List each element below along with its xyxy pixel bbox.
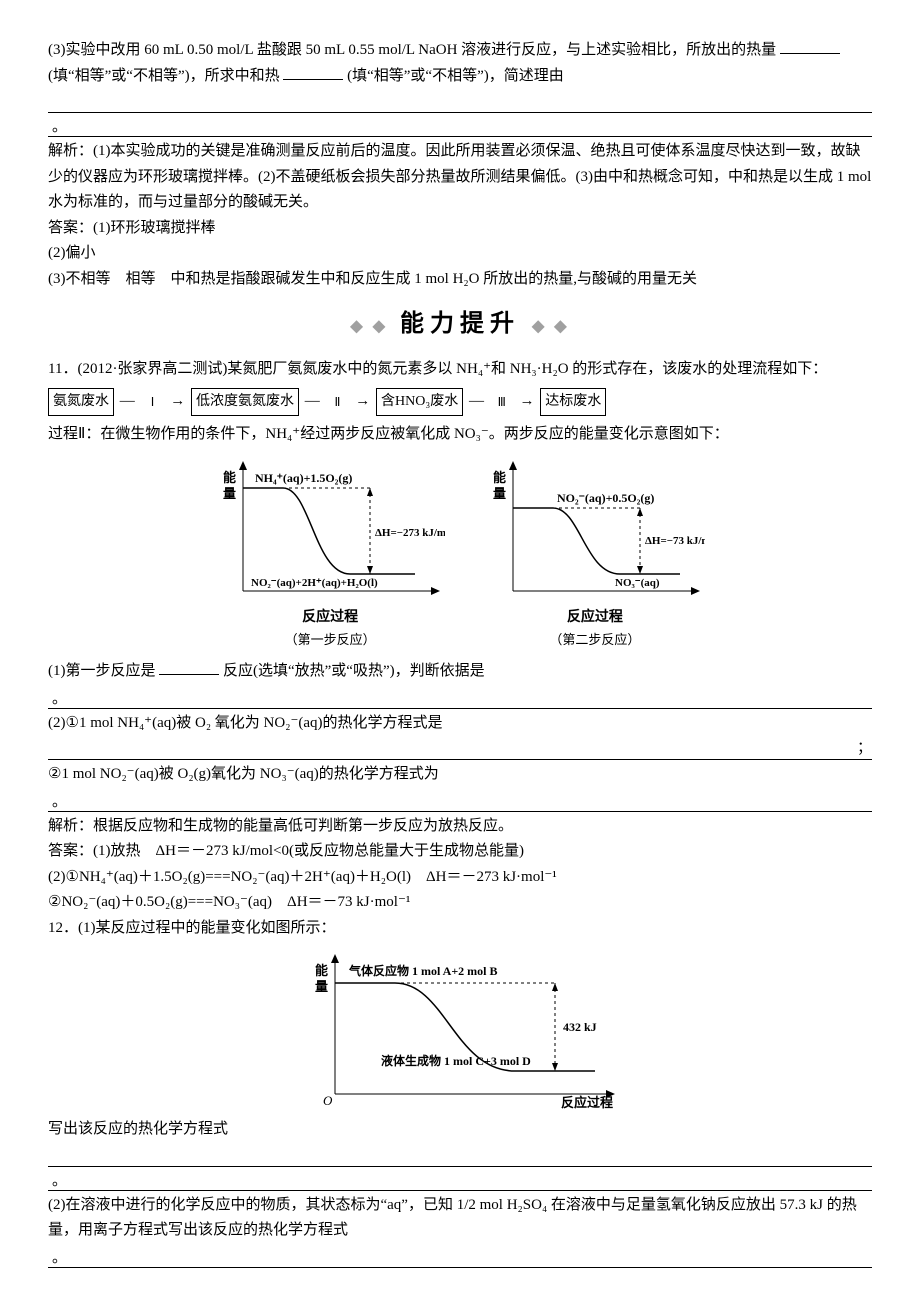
flow-step: Ⅰ [141, 392, 165, 412]
blank [780, 38, 840, 54]
svg-text:ΔH=−273 kJ/mol: ΔH=−273 kJ/mol [375, 527, 445, 539]
q10-answer-label: 答案：(1)环形玻璃搅拌棒 [48, 216, 872, 242]
q12-diagram-wrap: 能 量 O 气体反应物 1 mol A+2 mol B 432 kJ 液体生成物… [48, 949, 872, 1109]
q11-diagram-2: 能 量 NO₂⁻(aq)+0.5O₂(g) ΔH=−73 kJ/mol NO₃⁻… [485, 456, 705, 652]
ylabel: 能 [223, 470, 236, 485]
analysis-label: 解析： [48, 143, 93, 159]
svg-text:NO₂⁻(aq)+0.5O₂(g): NO₂⁻(aq)+0.5O₂(g) [557, 491, 654, 505]
answer-line [48, 1145, 872, 1167]
svg-text:气体反应物 1 mol A+2 mol B: 气体反应物 1 mol A+2 mol B [348, 963, 498, 978]
svg-text:ΔH=−73 kJ/mol: ΔH=−73 kJ/mol [645, 535, 705, 547]
deco-dot: ◆ ◆ [350, 318, 388, 335]
flow-box: 氨氮废水 [48, 388, 114, 416]
flow-box: 含HNO₃废水 [376, 388, 463, 416]
diag-sub: （第一步反应） [215, 629, 445, 651]
deco-dot: ◆ ◆ [532, 318, 570, 335]
q10-ans2: (2)偏小 [48, 241, 872, 267]
svg-text:量: 量 [315, 979, 328, 994]
q11-ans2-2: ②NO₂⁻(aq)＋0.5O₂(g)===NO₃⁻(aq) ΔH＝－73 kJ·… [48, 890, 872, 916]
q10-analysis: 解析：(1)本实验成功的关键是准确测量反应前后的温度。因此所用装置必须保温、绝热… [48, 139, 872, 216]
diag-xlabel: 反应过程 [485, 606, 705, 630]
answer-line [48, 1169, 872, 1191]
blank [283, 64, 343, 80]
q11-p2-2: ②1 mol NO₂⁻(aq)被 O₂(g)氧化为 NO₃⁻(aq)的热化学方程… [48, 762, 872, 788]
flow-dash: — [469, 389, 484, 415]
answer-line [48, 1246, 872, 1268]
q10-analysis-text: (1)本实验成功的关键是准确测量反应前后的温度。因此所用装置必须保温、绝热且可使… [48, 143, 871, 210]
svg-text:量: 量 [223, 486, 236, 501]
section-heading: ◆ ◆ 能力提升 ◆ ◆ [48, 304, 872, 345]
svg-text:反应过程: 反应过程 [561, 1095, 613, 1109]
q11-diagrams: 能 量 NH₄⁺(aq)+1.5O₂(g) ΔH=−273 kJ/mol NO₂… [48, 456, 872, 652]
q10-part3-intro: (3)实验中改用 60 mL 0.50 mol/L 盐酸跟 50 mL 0.55… [48, 42, 776, 58]
section-title: 能力提升 [400, 311, 520, 337]
q11-ans2-1: (2)①NH₄⁺(aq)＋1.5O₂(g)===NO₂⁻(aq)＋2H⁺(aq)… [48, 865, 872, 891]
svg-text:量: 量 [493, 486, 506, 501]
answer-line [48, 115, 872, 137]
flow-dash: — [120, 389, 135, 415]
flow-box: 低浓度氨氮废水 [191, 388, 299, 416]
q11-diagram-1: 能 量 NH₄⁺(aq)+1.5O₂(g) ΔH=−273 kJ/mol NO₂… [215, 456, 445, 652]
q10-part3-mid2: (填“相等”或“不相等”)，简述理由 [347, 68, 564, 84]
q12-p1: 写出该反应的热化学方程式 [48, 1117, 872, 1143]
q11-p1: (1)第一步反应是 反应(选填“放热”或“吸热”)，判断依据是 [48, 659, 872, 685]
svg-text:能: 能 [315, 963, 328, 978]
answer-line [48, 687, 872, 709]
flow-dash: — [305, 389, 320, 415]
svg-text:O: O [323, 1093, 333, 1108]
svg-text:432 kJ: 432 kJ [563, 1020, 597, 1034]
q12-head: 12．(1)某反应过程中的能量变化如图所示： [48, 916, 872, 942]
svg-text:能: 能 [493, 470, 506, 485]
flow-arrow: → [170, 389, 185, 415]
blank [159, 659, 219, 675]
answer-line [48, 91, 872, 113]
q12-diagram: 能 量 O 气体反应物 1 mol A+2 mol B 432 kJ 液体生成物… [295, 949, 625, 1109]
answer-line: ； [48, 738, 872, 760]
flow-arrow: → [355, 389, 370, 415]
flow-arrow: → [519, 389, 534, 415]
diag-xlabel: 反应过程 [215, 606, 445, 630]
q11-flow: 氨氮废水 — Ⅰ → 低浓度氨氮废水 — Ⅱ → 含HNO₃废水 — Ⅲ → 达… [48, 388, 872, 416]
flow-step: Ⅲ [490, 392, 514, 412]
q11-proc2: 过程Ⅱ：在微生物作用的条件下，NH₄⁺经过两步反应被氧化成 NO₃⁻。两步反应的… [48, 422, 872, 448]
q12-p2: (2)在溶液中进行的化学反应中的物质，其状态标为“aq”，已知 1/2 mol … [48, 1193, 872, 1244]
q10-part3-mid1: (填“相等”或“不相等”)，所求中和热 [48, 68, 280, 84]
flow-step: Ⅱ [326, 392, 350, 412]
diag-sub: （第二步反应） [485, 629, 705, 651]
q11-head: 11．(2012·张家界高二测试)某氮肥厂氨氮废水中的氮元素多以 NH₄⁺和 N… [48, 357, 872, 383]
svg-text:NH₄⁺(aq)+1.5O₂(g): NH₄⁺(aq)+1.5O₂(g) [255, 471, 352, 485]
svg-text:液体生成物 1 mol C+3 mol D: 液体生成物 1 mol C+3 mol D [381, 1053, 531, 1068]
svg-text:NO₃⁻(aq): NO₃⁻(aq) [615, 577, 660, 589]
q11-analysis: 解析：根据反应物和生成物的能量高低可判断第一步反应为放热反应。 [48, 814, 872, 840]
q10-part3: (3)实验中改用 60 mL 0.50 mol/L 盐酸跟 50 mL 0.55… [48, 38, 872, 89]
answer-line [48, 790, 872, 812]
svg-text:NO₂⁻(aq)+2H⁺(aq)+H₂O(l): NO₂⁻(aq)+2H⁺(aq)+H₂O(l) [251, 577, 378, 589]
q11-p2-1: (2)①1 mol NH₄⁺(aq)被 O₂ 氧化为 NO₂⁻(aq)的热化学方… [48, 711, 872, 737]
q10-ans3: (3)不相等 相等 中和热是指酸跟碱发生中和反应生成 1 mol H₂O 所放出… [48, 267, 872, 293]
q11-ans1: 答案：(1)放热 ΔH＝－273 kJ/mol<0(或反应物总能量大于生成物总能… [48, 839, 872, 865]
flow-box: 达标废水 [540, 388, 606, 416]
